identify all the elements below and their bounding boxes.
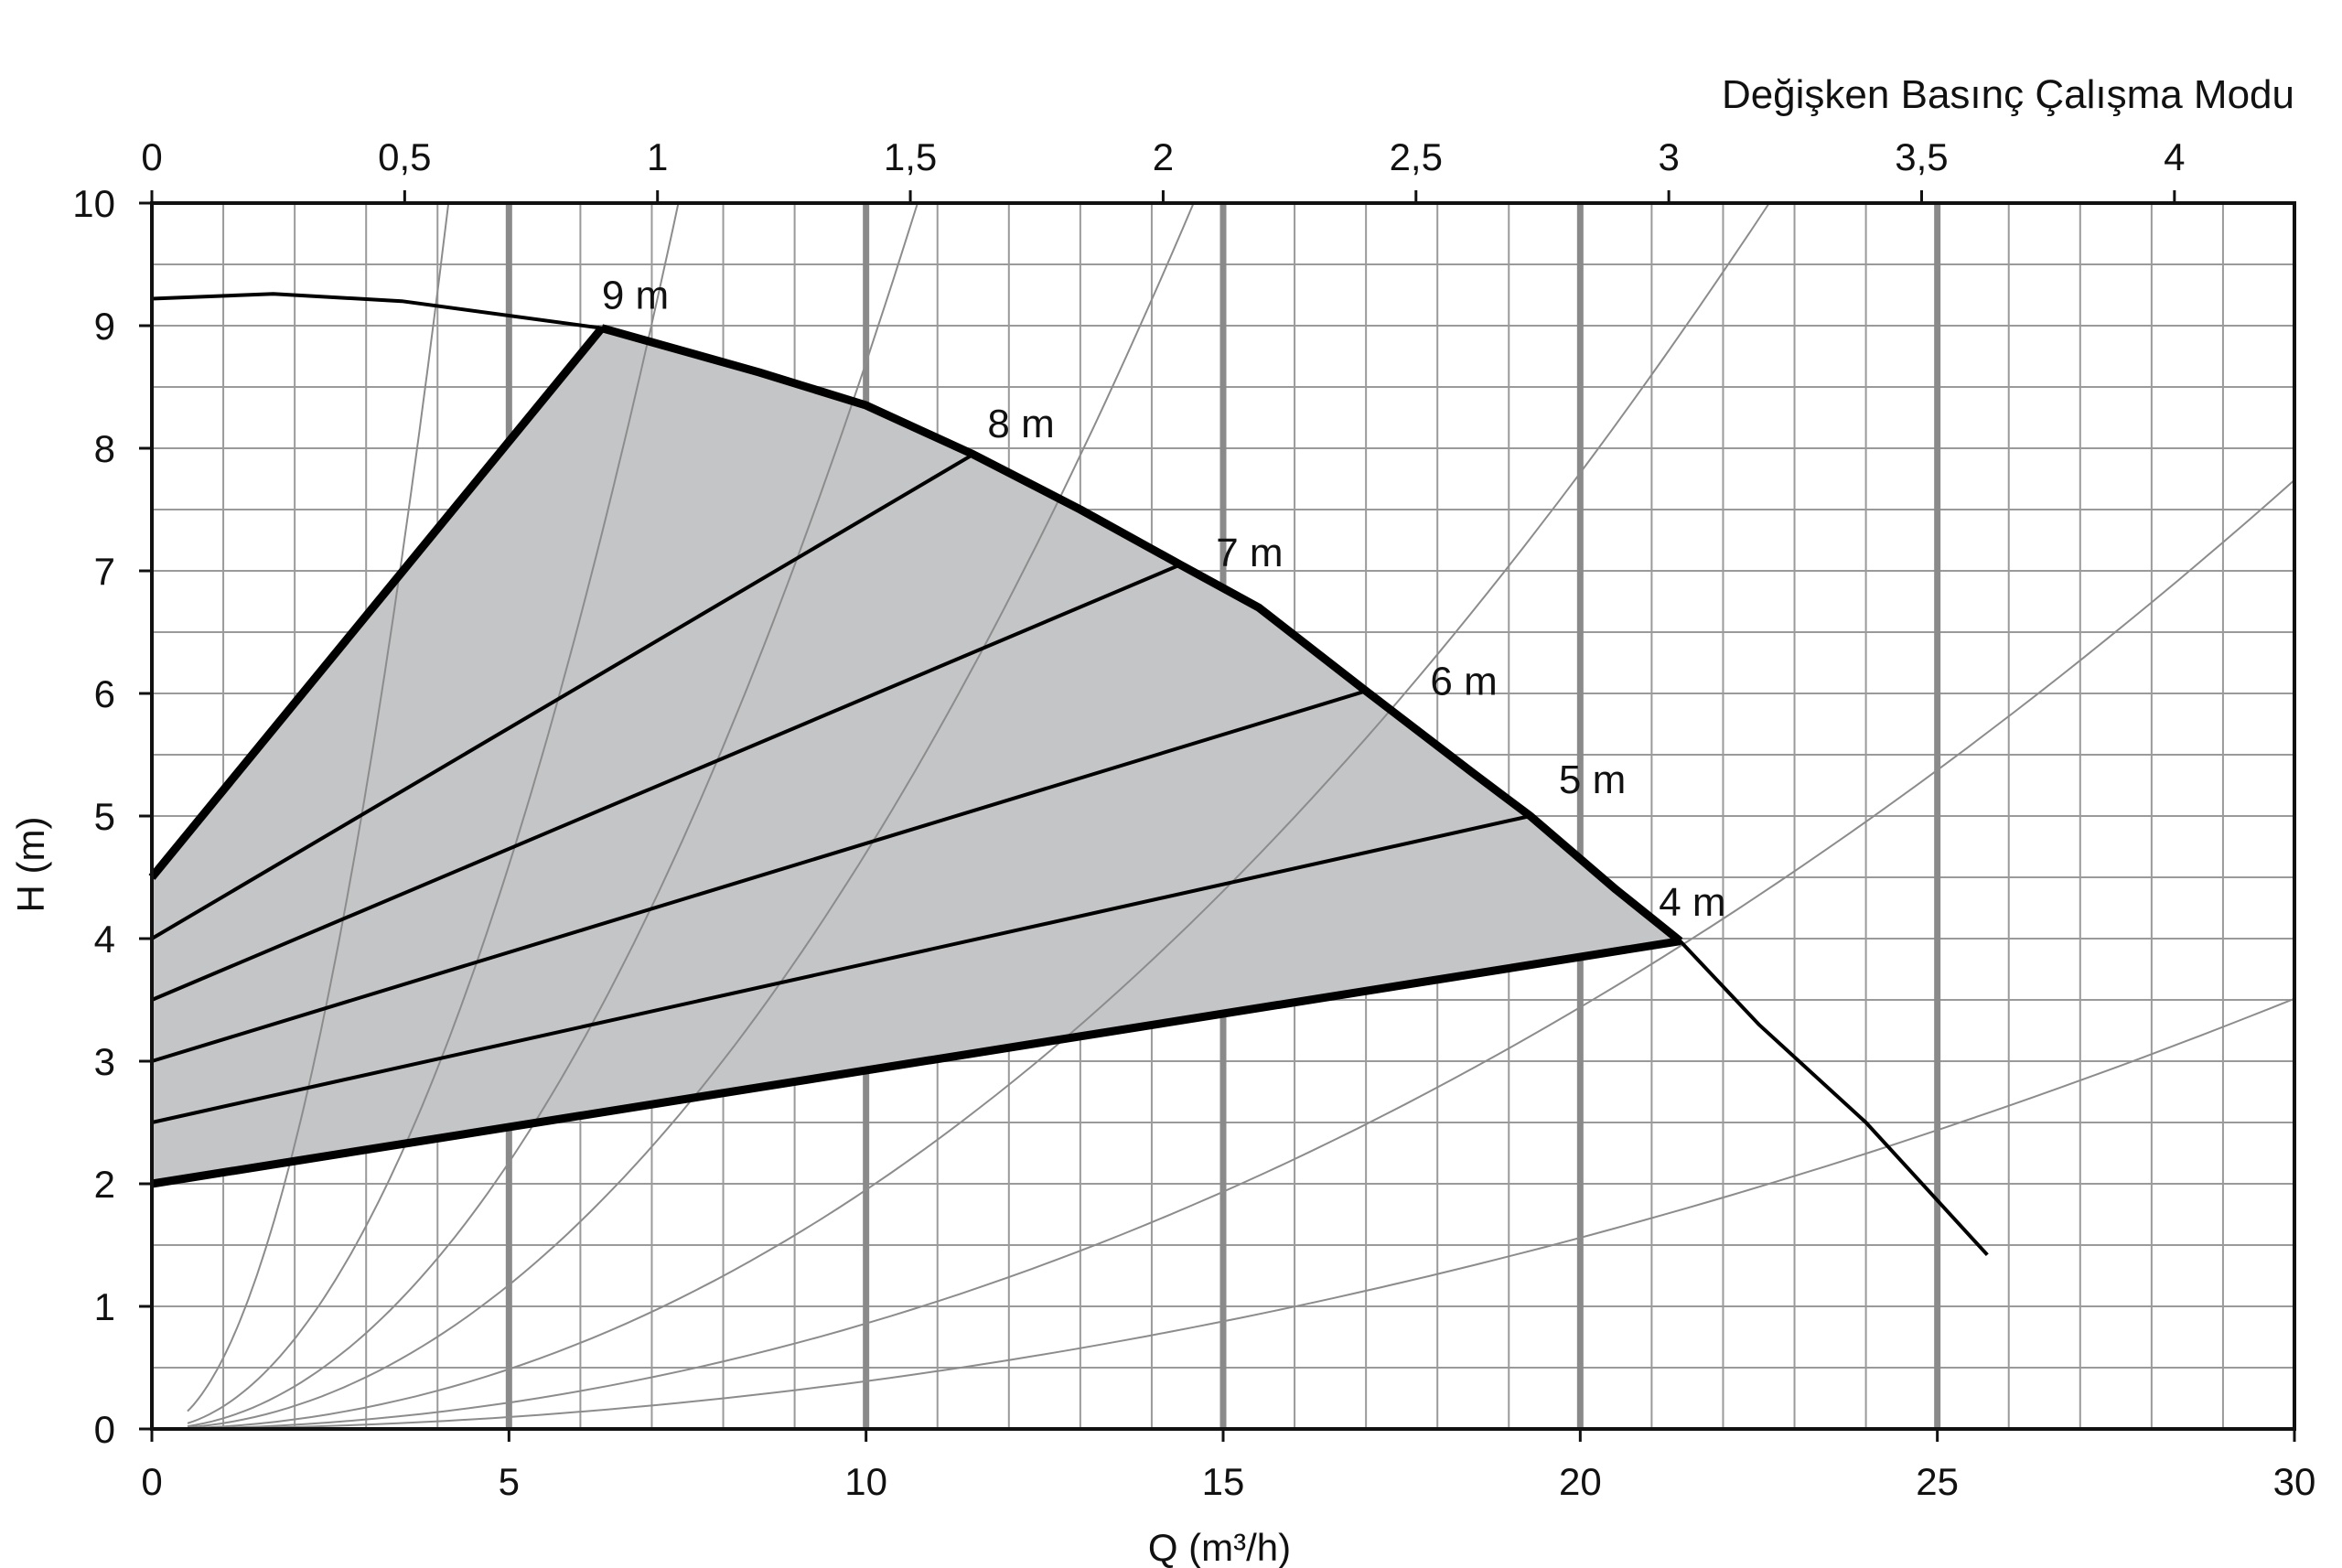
y-tick-label: 6 bbox=[94, 672, 115, 715]
operating-region bbox=[152, 328, 1681, 1184]
system-curves bbox=[187, 202, 2295, 1430]
y-tick-label: 5 bbox=[94, 795, 115, 838]
tick-labels: 0 5 10 15 20 25 30 0 1 2 3 4 5 6 7 8 9 10 0 0,5 1 1,5 2 2,5 3 3,5… bbox=[72, 135, 2315, 1503]
x-axis-title: Q (m³/h) bbox=[1148, 1526, 1291, 1568]
top-tick-label: 4 bbox=[2164, 135, 2185, 178]
top-tick-label: 1 bbox=[647, 135, 668, 178]
top-tick-label: 2 bbox=[1153, 135, 1174, 178]
y-tick-label: 10 bbox=[72, 182, 115, 225]
y-tick-label: 9 bbox=[94, 305, 115, 348]
x-tick-label: 20 bbox=[1559, 1460, 1602, 1503]
operating-range bbox=[152, 328, 1681, 1184]
y-tick-label: 4 bbox=[94, 918, 115, 961]
top-tick-label: 0,5 bbox=[378, 135, 431, 178]
chart-title: Değişken Basınç Çalışma Modu bbox=[1722, 72, 2294, 117]
y-axis-title: H (m) bbox=[9, 817, 52, 913]
pressure-line bbox=[151, 563, 1181, 1002]
pressure-lines bbox=[148, 292, 1989, 1257]
x-tick-label: 15 bbox=[1202, 1460, 1245, 1503]
y-tick-label: 1 bbox=[94, 1285, 115, 1328]
y-tick-label: 0 bbox=[94, 1408, 115, 1451]
top-tick-label: 2,5 bbox=[1390, 135, 1443, 178]
pressure-line bbox=[150, 452, 974, 940]
curve-label: 6 m bbox=[1430, 660, 1497, 704]
curve-label: 5 m bbox=[1559, 757, 1626, 802]
x-tick-label: 0 bbox=[141, 1460, 162, 1503]
curve-label: 4 m bbox=[1659, 880, 1725, 925]
plot-frame bbox=[139, 190, 2296, 1442]
system-curve bbox=[187, 202, 680, 1424]
top-tick-label: 3 bbox=[1658, 135, 1679, 178]
system-curve bbox=[187, 997, 2295, 1430]
y-tick-label: 2 bbox=[94, 1163, 115, 1206]
system-curve bbox=[187, 202, 450, 1412]
x-tick-label: 5 bbox=[499, 1460, 520, 1503]
curve-label: 8 m bbox=[987, 402, 1054, 446]
curve-label: 9 m bbox=[602, 274, 669, 318]
curve-label: 7 m bbox=[1216, 531, 1283, 575]
y-tick-label: 7 bbox=[94, 550, 115, 593]
top-tick-label: 1,5 bbox=[884, 135, 937, 178]
pressure-line bbox=[151, 689, 1367, 1063]
pressure-line bbox=[151, 937, 1681, 1188]
y-tick-label: 8 bbox=[94, 427, 115, 470]
top-tick-label: 0 bbox=[141, 135, 162, 178]
pressure-line bbox=[148, 325, 606, 880]
max-pump-curve-bold bbox=[600, 324, 1683, 945]
pressure-line bbox=[151, 814, 1531, 1124]
x-tick-label: 25 bbox=[1916, 1460, 1959, 1503]
x-tick-label: 10 bbox=[844, 1460, 887, 1503]
y-tick-label: 3 bbox=[94, 1040, 115, 1083]
system-curve bbox=[187, 202, 1770, 1430]
curve-labels: 9 m 8 m 7 m 6 m 5 m 4 m bbox=[602, 274, 1726, 925]
x-tick-label: 30 bbox=[2273, 1460, 2316, 1503]
top-tick-label: 3,5 bbox=[1895, 135, 1948, 178]
system-curve bbox=[187, 202, 919, 1428]
system-curve bbox=[187, 479, 2295, 1430]
